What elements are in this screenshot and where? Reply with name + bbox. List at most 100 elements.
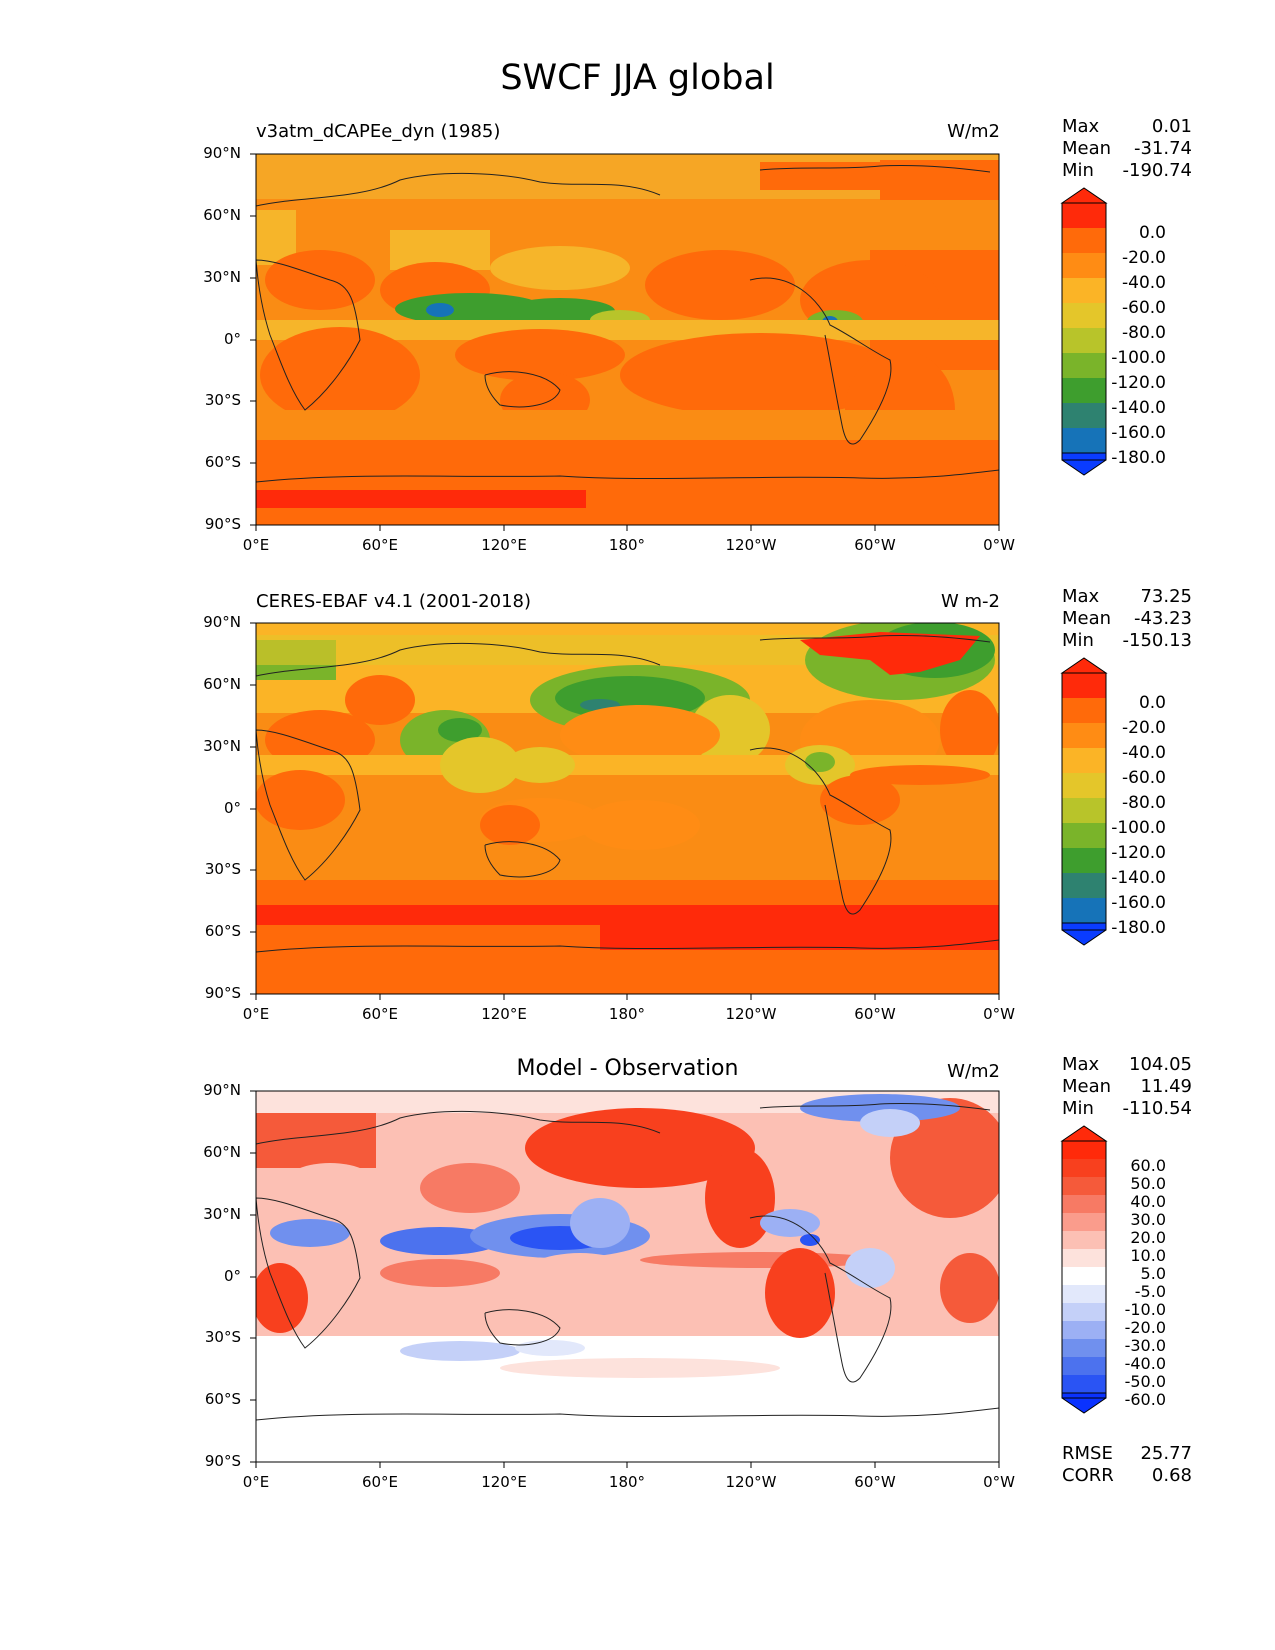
colorbar-tick-label: 60.0 [1130, 1156, 1166, 1175]
lon-tick-label: 180° [608, 536, 646, 554]
panel-subtitle: CERES-EBAF v4.1 (2001-2018) [256, 591, 532, 612]
map-panel-difference [250, 1090, 1108, 1468]
colorbar-tick-label: -40.0 [1122, 273, 1166, 293]
stat-label: Mean [1062, 1076, 1112, 1097]
lat-tick-label: 90°N [203, 1081, 241, 1099]
lon-tick-label: 0°W [983, 1473, 1015, 1491]
lon-tick-label: 60°E [361, 1473, 399, 1491]
lon-tick-label: 120°E [481, 1473, 527, 1491]
colorbar-tick-label: -120.0 [1111, 373, 1166, 393]
lat-tick-label: 60°S [204, 453, 241, 471]
colorbar-tick-label: 0.0 [1138, 693, 1166, 713]
metric-value: 0.68 [1151, 1465, 1192, 1486]
colorbar-difference [1060, 1125, 1108, 1414]
stat-value: -150.13 [1122, 630, 1192, 651]
lon-tick-label: 0°E [242, 1005, 270, 1023]
lat-tick-label: 0° [223, 1267, 241, 1285]
colorbar-tick-label: -5.0 [1134, 1282, 1166, 1301]
colorbar-tick-label: -60.0 [1124, 1390, 1166, 1409]
stat-value: 104.05 [1129, 1054, 1192, 1075]
stat-label: Min [1062, 160, 1094, 181]
lon-tick-label: 0°W [983, 536, 1015, 554]
lat-tick-label: 60°N [203, 675, 241, 693]
panel-units: W/m2 [947, 1061, 1000, 1082]
metric-label: CORR [1062, 1465, 1114, 1486]
panel-subtitle: v3atm_dCAPEe_dyn (1985) [256, 121, 501, 142]
colorbar-tick-label: -20.0 [1122, 718, 1166, 738]
metric-label: RMSE [1062, 1443, 1113, 1464]
panel-subtitle: Model - Observation [516, 1056, 739, 1081]
lon-tick-label: 60°W [854, 1005, 896, 1023]
colorbar-tick-label: -40.0 [1122, 743, 1166, 763]
colorbar-tick-label: -80.0 [1122, 793, 1166, 813]
colorbar-tick-label: -100.0 [1111, 348, 1166, 368]
colorbar-tick-label: 30.0 [1130, 1210, 1166, 1229]
stat-label: Min [1062, 630, 1094, 651]
lon-tick-label: 60°E [361, 1005, 399, 1023]
lat-tick-label: 30°N [203, 268, 241, 286]
stats-block: Max 104.05 Mean 11.49 Min -110.54 [1062, 1054, 1192, 1120]
lon-tick-label: 180° [608, 1005, 646, 1023]
colorbar-tick-label: -30.0 [1124, 1336, 1166, 1355]
stat-label: Mean [1062, 608, 1112, 629]
colorbar-tick-label: -20.0 [1122, 248, 1166, 268]
lat-tick-label: 90°N [203, 613, 241, 631]
lat-tick-label: 30°N [203, 737, 241, 755]
lat-tick-label: 30°N [203, 1205, 241, 1223]
lat-tick-label: 90°S [204, 1452, 241, 1470]
stat-label: Min [1062, 1098, 1094, 1119]
stat-label: Max [1062, 1054, 1100, 1075]
lon-tick-label: 120°E [481, 1005, 527, 1023]
stats-block: Max 0.01 Mean -31.74 Min -190.74 [1062, 116, 1192, 182]
colorbar-tick-label: 0.0 [1138, 223, 1166, 243]
stat-label: Max [1062, 116, 1100, 137]
colorbar-observation [1060, 657, 1108, 946]
lon-tick-label: 120°W [725, 1473, 777, 1491]
colorbar-tick-label: 10.0 [1130, 1246, 1166, 1265]
stats-block: Max 73.25 Mean -43.23 Min -150.13 [1062, 586, 1192, 652]
colorbar-tick-label: -120.0 [1111, 843, 1166, 863]
panel-units: W m-2 [940, 591, 1000, 612]
lat-tick-label: 0° [223, 330, 241, 348]
lon-tick-label: 180° [608, 1473, 646, 1491]
lon-tick-label: 60°W [854, 536, 896, 554]
metric-value: 25.77 [1140, 1443, 1192, 1464]
colorbar-tick-label: -180.0 [1111, 918, 1166, 938]
lat-tick-label: 60°S [204, 1390, 241, 1408]
colorbar-tick-label: -60.0 [1122, 298, 1166, 318]
lat-tick-label: 30°S [204, 391, 241, 409]
lon-tick-label: 0°E [242, 536, 270, 554]
colorbar-tick-label: 40.0 [1130, 1192, 1166, 1211]
stat-value: 11.49 [1140, 1076, 1192, 1097]
panel-observation: CERES-EBAF v4.1 (2001-2018) W m-2 Max 73.… [0, 580, 1275, 1040]
lon-tick-label: 120°E [481, 536, 527, 554]
colorbar-tick-label: -80.0 [1122, 323, 1166, 343]
panel-difference: Model - Observation W/m2 Max 104.05 Mean 1… [0, 1048, 1275, 1508]
colorbar-tick-label: -160.0 [1111, 893, 1166, 913]
stat-value: 73.25 [1140, 586, 1192, 607]
map-panel-observation [250, 622, 1108, 1000]
lat-tick-label: 30°S [204, 860, 241, 878]
lon-tick-label: 60°W [854, 1473, 896, 1491]
colorbar-tick-label: -100.0 [1111, 818, 1166, 838]
lon-tick-label: 60°E [361, 536, 399, 554]
colorbar-tick-label: -20.0 [1124, 1318, 1166, 1337]
colorbar-tick-label: -50.0 [1124, 1372, 1166, 1391]
colorbar-tick-label: -40.0 [1124, 1354, 1166, 1373]
page-title: SWCF JJA global [500, 58, 775, 98]
lon-tick-label: 0°W [983, 1005, 1015, 1023]
lat-tick-label: 90°S [204, 515, 241, 533]
colorbar-tick-label: -60.0 [1122, 768, 1166, 788]
stat-value: -31.74 [1133, 138, 1192, 159]
panel-units: W/m2 [947, 121, 1000, 142]
lon-tick-label: 120°W [725, 1005, 777, 1023]
stat-value: 0.01 [1151, 116, 1192, 137]
stat-label: Max [1062, 586, 1100, 607]
lat-tick-label: 90°N [203, 144, 241, 162]
colorbar-tick-label: -140.0 [1111, 398, 1166, 418]
map-panel-model [250, 153, 1108, 531]
colorbar-tick-label: -180.0 [1111, 448, 1166, 468]
lat-tick-label: 0° [223, 799, 241, 817]
lat-tick-label: 60°S [204, 922, 241, 940]
stat-label: Mean [1062, 138, 1112, 159]
